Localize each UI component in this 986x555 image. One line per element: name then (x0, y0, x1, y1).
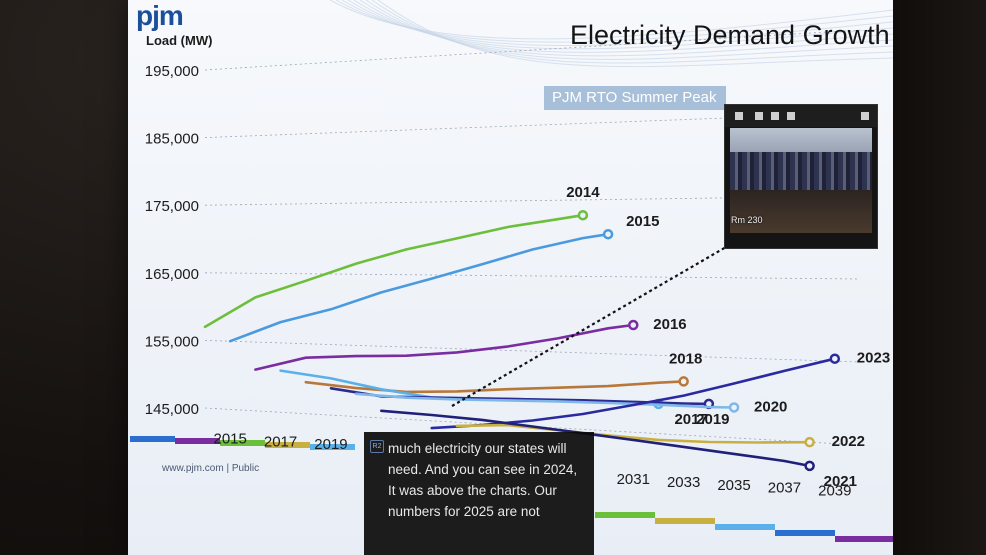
series-endpoint-2023 (829, 353, 841, 364)
series-endpoint-2018 (678, 376, 689, 387)
color-bands (130, 436, 895, 542)
y-tick-labels: 195,000 185,000 175,000 165,000 155,000 145,0… (145, 63, 199, 418)
closed-caption-box: R2 much electricity our states will need… (364, 432, 594, 555)
grid-view-icon[interactable] (755, 112, 763, 120)
series-endpoint-2021 (804, 460, 815, 472)
y-tick-2: 175,000 (145, 198, 199, 215)
x-tick-0: 2015 (214, 430, 247, 447)
band-left-0 (130, 436, 175, 442)
series-line-2021 (380, 409, 811, 468)
meeting-room-video (730, 128, 872, 233)
gallery-icon[interactable] (771, 112, 779, 120)
series-label-2015: 2015 (626, 213, 659, 230)
band-right-3 (775, 530, 835, 536)
series-line-2023 (430, 357, 837, 430)
x-tick-4: 2033 (667, 474, 700, 491)
y-axis-label: Load (MW) (146, 33, 213, 48)
series-line-2020 (354, 392, 736, 409)
y-tick-0: 195,000 (145, 63, 199, 80)
x-tick-1: 2017 (264, 433, 297, 450)
minimize-icon[interactable] (735, 112, 743, 120)
video-toolbar (725, 105, 877, 127)
footer-text: www.pjm.com | Public (162, 463, 260, 474)
series-endpoint-2014 (577, 209, 589, 221)
x-tick-3: 2031 (617, 471, 650, 488)
y-tick-1: 185,000 (145, 131, 199, 148)
series-label-2019: 2019 (696, 411, 729, 428)
series-label-2018: 2018 (669, 350, 702, 367)
series-lines (203, 209, 841, 472)
series-label-2017: 2017 (674, 411, 707, 428)
gridline-4 (204, 340, 861, 363)
gridline-3 (204, 272, 861, 280)
band-left-4 (310, 444, 355, 450)
tile-icon[interactable] (787, 112, 795, 120)
series-label-2021: 2021 (824, 473, 857, 490)
series-line-2022 (455, 423, 811, 444)
chart-subtitle: PJM RTO Summer Peak (544, 86, 726, 110)
caption-badge-icon: R2 (370, 440, 384, 453)
band-left-1 (175, 438, 220, 444)
series-line-2016 (254, 323, 635, 371)
gridline-0 (204, 29, 861, 71)
band-right-4 (835, 536, 895, 542)
series-label-2022: 2022 (832, 433, 865, 450)
band-right-0 (595, 512, 655, 518)
series-endpoint-2016 (628, 319, 639, 331)
video-thumbnail[interactable]: Rm 230 (724, 104, 878, 249)
band-left-2 (220, 440, 265, 446)
series-label-2023: 2023 (857, 350, 890, 367)
series-endpoint-2020 (728, 402, 740, 413)
y-tick-4: 155,000 (145, 333, 199, 350)
y-tick-3: 165,000 (145, 266, 199, 283)
series-line-2014 (203, 213, 585, 329)
desk (730, 190, 872, 233)
band-left-3 (265, 442, 310, 448)
x-tick-labels: 2015 2017 2019 2031 2033 2035 2037 2039 (214, 430, 852, 499)
series-label-2020: 2020 (754, 398, 787, 415)
projection-line (451, 231, 753, 407)
x-tick-7: 2039 (818, 483, 851, 500)
monitor-bezel (893, 0, 986, 555)
series-line-2015 (228, 232, 610, 343)
room-label: Rm 230 (731, 215, 763, 225)
audience (730, 152, 872, 190)
x-tick-5: 2035 (717, 477, 750, 494)
band-right-2 (715, 524, 775, 530)
series-line-2018 (304, 380, 685, 394)
close-icon[interactable] (861, 112, 869, 120)
series-endpoint-2015 (602, 228, 614, 240)
y-tick-5: 145,000 (145, 401, 199, 418)
series-endpoint-2022 (804, 436, 815, 448)
pjm-logo: pjm (136, 0, 184, 31)
series-label-2014: 2014 (566, 184, 600, 201)
x-tick-6: 2037 (768, 480, 801, 497)
chart-title: Electricity Demand Growth (570, 20, 890, 50)
caption-text: much electricity our states will need. A… (388, 441, 578, 519)
decorative-swoosh (329, 0, 894, 68)
projection-dotted-line (451, 231, 753, 407)
x-tick-2: 2019 (314, 436, 347, 453)
gridline-5 (204, 407, 861, 446)
series-label-2016: 2016 (653, 316, 686, 333)
band-right-1 (655, 518, 715, 524)
